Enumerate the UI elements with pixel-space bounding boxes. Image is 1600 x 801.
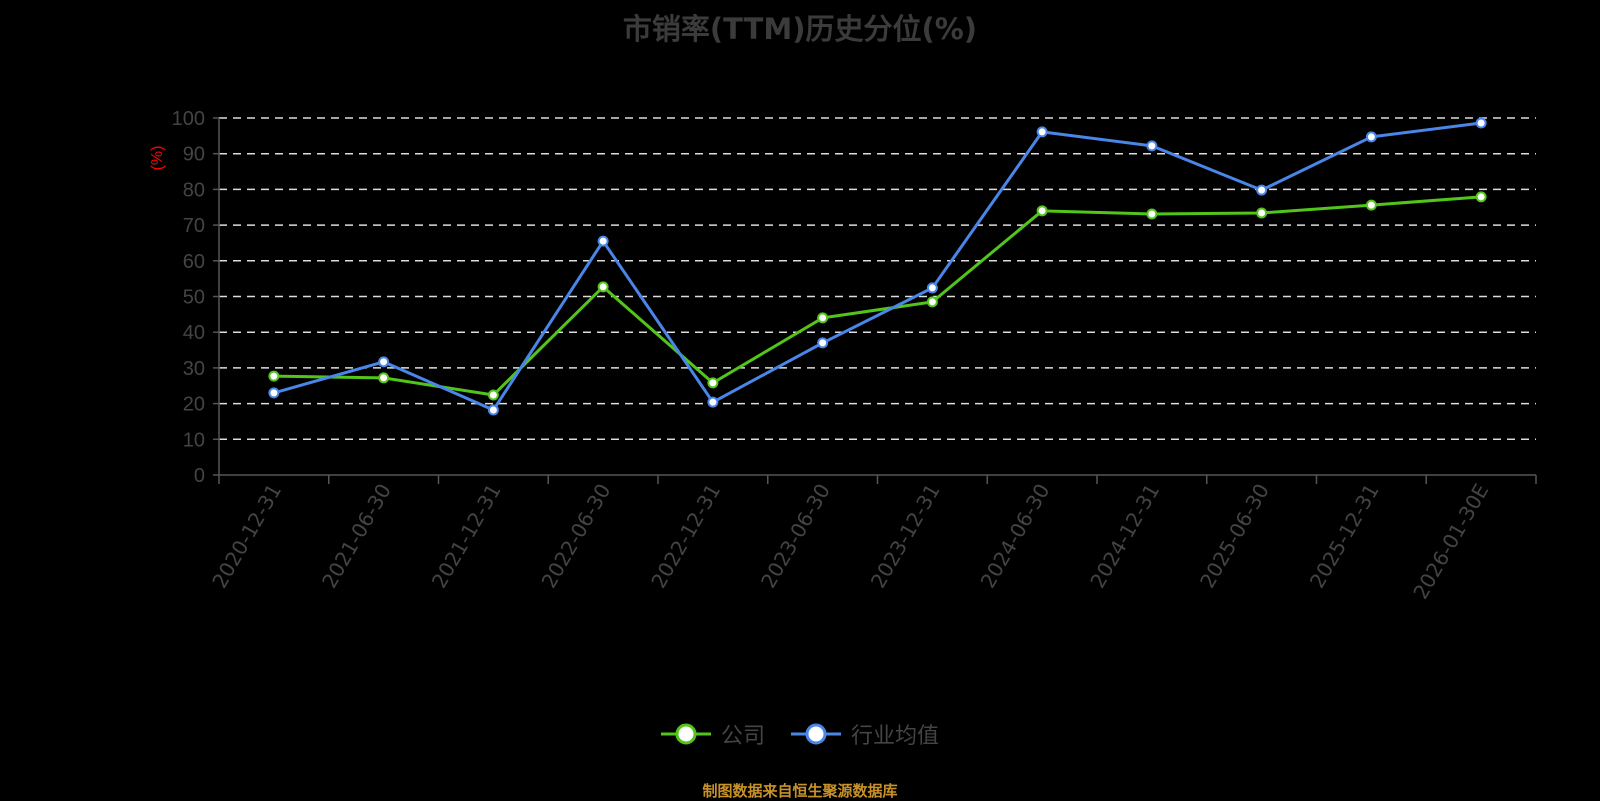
y-tick-label: 10 — [183, 429, 205, 451]
data-point[interactable] — [597, 235, 609, 247]
series-industry — [268, 117, 1487, 416]
data-point[interactable] — [926, 296, 938, 308]
y-tick-label: 100 — [172, 108, 205, 130]
x-axis-ticks: 2020-12-31 2021-06-30 2021-12-31 2022-06-30… — [207, 475, 1537, 604]
x-tick-label: 2023-12-31 — [866, 480, 945, 593]
x-tick-label: 2025-06-30 — [1195, 480, 1274, 593]
x-tick-label: 2024-06-30 — [976, 480, 1055, 593]
x-tick-label: 2021-06-30 — [317, 480, 396, 593]
data-point[interactable] — [1475, 191, 1487, 203]
x-tick-label: 2024-12-31 — [1085, 480, 1164, 593]
data-point[interactable] — [1036, 126, 1048, 138]
y-tick-label: 50 — [183, 287, 205, 309]
legend-label: 行业均值 — [851, 724, 940, 749]
series-company — [268, 191, 1487, 401]
x-tick-label: 2023-06-30 — [756, 480, 835, 593]
data-point[interactable] — [1475, 117, 1487, 129]
y-tick-label: 80 — [183, 179, 205, 201]
series-lines — [268, 117, 1487, 416]
data-point[interactable] — [1146, 140, 1158, 152]
source-footer: 制图数据来自恒生聚源数据库 — [702, 782, 898, 800]
data-point[interactable] — [1146, 208, 1158, 220]
legend-label: 公司 — [720, 724, 765, 749]
x-tick-label: 2022-12-31 — [646, 480, 725, 593]
data-point[interactable] — [707, 396, 719, 408]
data-point[interactable] — [1365, 131, 1377, 143]
data-point[interactable] — [926, 282, 938, 294]
x-tick-label: 2025-12-31 — [1305, 480, 1384, 593]
data-point[interactable] — [378, 372, 390, 384]
legend-item-company[interactable]: 公司 — [660, 718, 765, 750]
legend: 公司 行业均值 — [0, 718, 1600, 750]
x-tick-label: 2021-12-31 — [427, 480, 506, 593]
line-chart: 0 10 20 30 40 50 60 70 80 90 100 2020-12-31 2021-06… — [149, 108, 1537, 604]
y-axis-label: (%) — [149, 146, 166, 171]
y-tick-label: 20 — [183, 394, 205, 416]
data-point[interactable] — [268, 370, 280, 382]
y-tick-label: 60 — [183, 251, 205, 273]
y-tick-label: 30 — [183, 358, 205, 380]
data-point[interactable] — [1256, 207, 1268, 219]
data-point[interactable] — [268, 387, 280, 399]
data-point[interactable] — [817, 337, 829, 349]
data-point[interactable] — [1365, 199, 1377, 211]
legend-item-industry[interactable]: 行业均值 — [791, 718, 939, 750]
legend-marker-icon — [660, 723, 711, 745]
data-point[interactable] — [378, 356, 390, 368]
grid-lines — [219, 117, 1536, 441]
y-tick-label: 40 — [183, 322, 205, 344]
data-point[interactable] — [1036, 205, 1048, 217]
legend-marker-icon — [791, 723, 841, 745]
data-point[interactable] — [487, 404, 499, 416]
y-axis-ticks: 0 10 20 30 40 50 60 70 80 90 100 — [172, 108, 219, 487]
data-point[interactable] — [817, 312, 829, 324]
x-tick-label: 2022-06-30 — [537, 480, 616, 593]
data-point[interactable] — [597, 281, 609, 293]
y-tick-label: 0 — [194, 465, 205, 487]
data-point[interactable] — [707, 377, 719, 389]
y-tick-label: 70 — [183, 215, 205, 237]
y-tick-label: 90 — [183, 144, 205, 166]
x-tick-label: 2020-12-31 — [207, 480, 286, 593]
x-tick-label: 2026-01-30E — [1408, 480, 1493, 604]
data-point[interactable] — [487, 389, 499, 401]
data-point[interactable] — [1256, 184, 1268, 196]
chart-title: 市销率(TTM)历史分位(%) — [622, 12, 978, 46]
